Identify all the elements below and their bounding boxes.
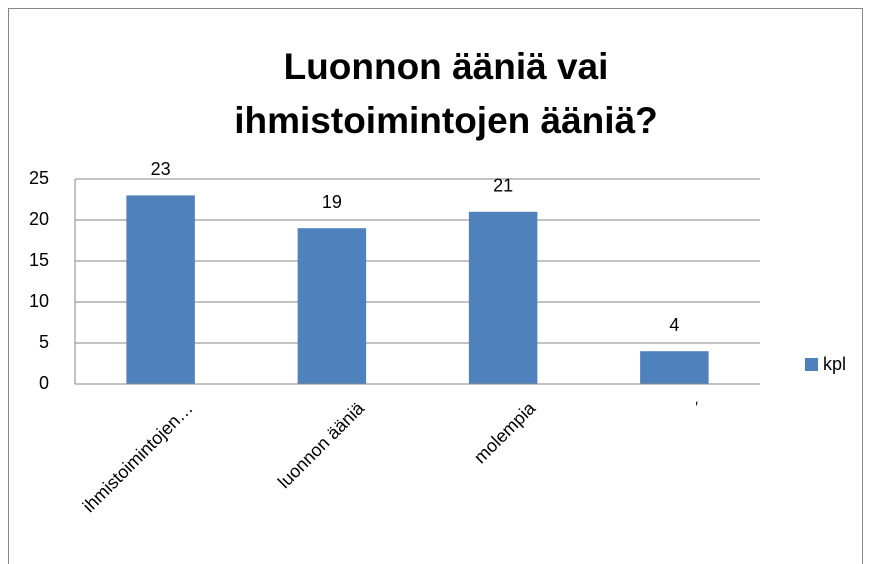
y-tick-label: 10: [29, 291, 49, 311]
bar: [640, 351, 709, 384]
data-label: 23: [151, 159, 171, 179]
x-tick-label: molempia: [470, 397, 540, 467]
bar: [126, 195, 195, 384]
y-tick-label: 0: [39, 373, 49, 393]
x-tick-label: ´: [692, 398, 710, 416]
data-label: 4: [669, 315, 679, 335]
bar: [297, 228, 367, 384]
legend-label: kpl: [823, 354, 846, 374]
x-tick-label: luonnon ääniä: [274, 397, 369, 492]
data-label: 19: [322, 192, 342, 212]
legend-swatch: [805, 358, 818, 371]
y-tick-label: 15: [29, 250, 49, 270]
bar: [468, 211, 538, 384]
y-tick-label: 25: [29, 168, 49, 188]
y-tick-label: 20: [29, 209, 49, 229]
y-tick-label: 5: [39, 332, 49, 352]
chart-border: [8, 8, 863, 564]
x-tick-label: ihmistoimintojen…: [79, 398, 197, 516]
data-label: 21: [493, 176, 513, 196]
chart-title: Luonnon ääniä vai ihmistoimintojen ääniä…: [234, 46, 658, 141]
